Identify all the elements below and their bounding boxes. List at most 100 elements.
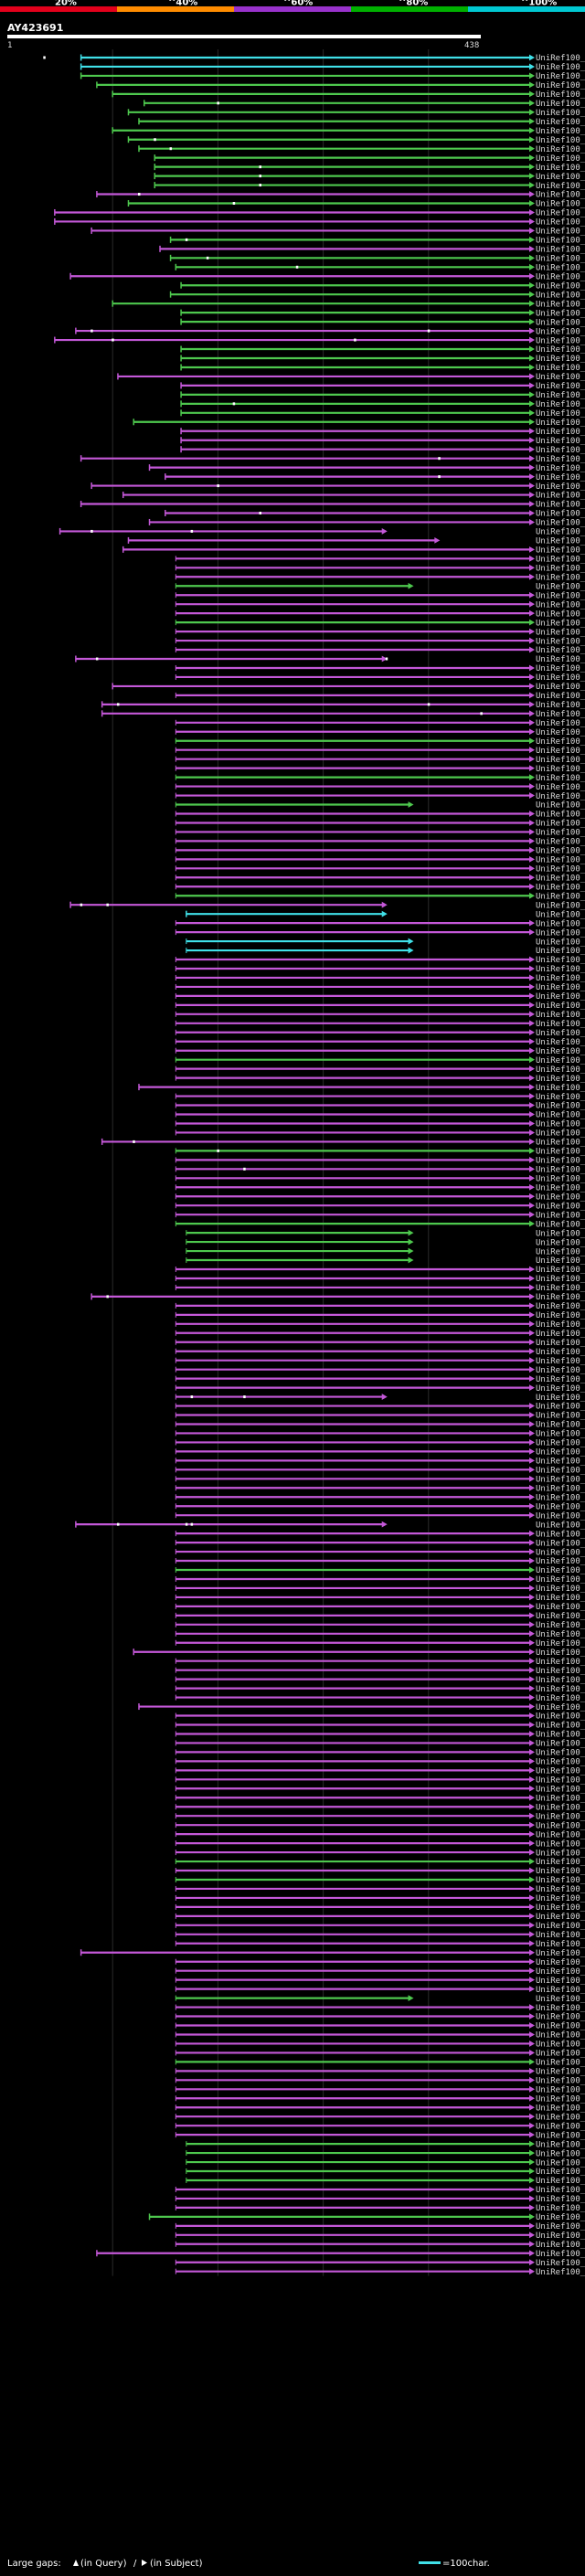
hit-label[interactable]: UniRef100_B6T148 [536,1712,585,1722]
alignment-row[interactable]: UniRef100_A9SRB8 [175,1767,585,1776]
hit-label[interactable]: UniRef100_C5XHV0 [536,272,585,281]
hit-label[interactable]: UniRef100_C6F2P0 [536,1384,585,1394]
alignment-row[interactable]: UniRef100_P59229 [175,1311,585,1320]
hit-label[interactable]: UniRef100_A7PW14 [536,1220,585,1229]
hit-label[interactable]: UniRef100_Q6QN33 [536,1330,585,1339]
alignment-row[interactable]: UniRef100_A9S5U7 [175,783,585,792]
hit-label[interactable]: UniRef100_P25069 [536,1630,585,1639]
alignment-row[interactable]: UniRef100_P27164 [175,1621,585,1630]
hit-label[interactable]: UniRef100_B1NDP3 [536,1421,585,1430]
hit-label[interactable]: UniRef100_B5BX36 [536,1403,585,1412]
hit-label[interactable]: UniRef100_Q93Y48 [536,63,585,72]
hit-label[interactable]: UniRef100_Q6ANS1 [536,1302,585,1311]
hit-label[interactable]: UniRef100_Q9FYK2 [536,327,585,336]
alignment-row[interactable]: UniRef100_Q6YYX3 [186,910,585,919]
hit-label[interactable]: UniRef100_Q0S347 [536,2094,585,2104]
alignment-row[interactable]: UniRef100_B5BX36 [175,1403,585,1412]
hit-label[interactable]: UniRef100_UP1000... [536,2222,585,2231]
hit-label[interactable]: UniRef100_A9RRC0 [536,628,585,637]
alignment-row[interactable]: UniRef100_B3F7N1 [175,1867,585,1876]
alignment-row[interactable]: UniRef100_B1NNT0 [186,2149,585,2158]
hit-label[interactable]: UniRef100_Q5VT76 [536,965,585,974]
alignment-row[interactable]: UniRef100_A5C7W5 [175,1065,585,1075]
hit-label[interactable]: UniRef100_Q9HTG1 [536,892,585,901]
alignment-row[interactable]: UniRef100_A9NR31 [175,1202,585,1211]
alignment-row[interactable]: UniRef100_B1NDM5 [175,2113,585,2122]
hit-label[interactable]: UniRef100_A5AZW0 [536,218,585,228]
hit-label[interactable]: UniRef100_B9FHU2 [536,464,585,473]
alignment-row[interactable]: UniRef100_A9S9L5 [175,1785,585,1794]
hit-label[interactable]: UniRef100_Q4S8T9 [536,655,585,664]
alignment-row[interactable]: UniRef100_C5YHW3 [101,1139,585,1148]
alignment-row[interactable]: UniRef100_B3FE91 [175,1858,585,1867]
hit-label[interactable]: UniRef100_B6TV01 [536,1394,585,1403]
hit-label[interactable]: UniRef100_A9NKW8 [536,1211,585,1220]
hit-label[interactable]: UniRef100_B6T5A4 [536,355,585,364]
hit-label[interactable]: UniRef100_P41041 [536,1275,585,1284]
alignment-row[interactable]: UniRef100_A9SGR6 [148,519,585,528]
hit-label[interactable]: UniRef100_B9SJZ5 [536,373,585,382]
alignment-row[interactable]: UniRef100_C6F938 [180,437,585,446]
hit-label[interactable]: UniRef100_A9XEX0 [536,874,585,883]
alignment-row[interactable]: UniRef100_Q17TS6 [175,992,585,1002]
alignment-row[interactable]: UniRef100_Q5VT76 [175,965,585,974]
hit-label[interactable]: UniRef100_B6SQ31 [536,492,585,501]
alignment-row[interactable]: UniRef100_Q9LNE7 [175,1075,585,1084]
hit-label[interactable]: UniRef100_B4FBV1 [536,1731,585,1740]
hit-label[interactable]: UniRef100_A9TZM3 [536,300,585,309]
alignment-row[interactable]: UniRef100_Q9P8X0 [175,1958,585,1967]
hit-label[interactable]: UniRef100_B9H3D3 [536,255,585,264]
alignment-row[interactable]: UniRef100_Q6S943 [175,263,585,272]
alignment-row[interactable]: UniRef100_B8LNH6 [165,473,585,482]
hit-label[interactable]: UniRef100_A9XEY0 [536,1256,585,1266]
hit-label[interactable]: UniRef100_A9NNU4 [536,1530,585,1539]
alignment-row[interactable]: UniRef100_B9FHU2 [148,464,585,473]
alignment-row[interactable]: UniRef100_UP1000... [90,1293,585,1302]
alignment-row[interactable]: UniRef100_B0WW45 [175,556,585,565]
hit-label[interactable]: UniRef100_B1ND17 [536,847,585,856]
hit-label[interactable]: UniRef100_B9H1D1 [536,281,585,291]
hit-label[interactable]: UniRef100_P27166 [536,1894,585,1903]
alignment-row[interactable]: UniRef100_B3FCS3 [175,1020,585,1029]
alignment-row[interactable]: UniRef100_UP1000... [175,2085,585,2094]
hit-label[interactable]: UniRef100_A5B2S7 [536,100,585,109]
alignment-row[interactable]: UniRef100_B1NNL7 [186,2168,585,2177]
hit-label[interactable]: UniRef100_A2VFZ2 [536,938,585,947]
hit-label[interactable]: UniRef100_B9T538 [536,765,585,774]
hit-label[interactable]: UniRef100_P90058 [536,1676,585,1685]
hit-label[interactable]: UniRef100_B1NDK4 [536,1758,585,1767]
hit-label[interactable]: UniRef100_Q82040 [536,737,585,747]
hit-label[interactable]: UniRef100_Q6QN31 [536,1339,585,1348]
alignment-row[interactable]: UniRef100_B1NHD4 [186,1247,585,1256]
alignment-row[interactable]: UniRef100_B9I2R8 [127,109,585,118]
hit-label[interactable]: UniRef100_C7E360 [536,1238,585,1247]
hit-label[interactable]: UniRef100_A9S8H0 [536,510,585,519]
alignment-row[interactable]: UniRef100_B9RY35 [175,919,585,928]
alignment-row[interactable]: UniRef100_A9PFC7 [175,1794,585,1803]
hit-label[interactable]: UniRef100_P51171 [536,582,585,591]
hit-label[interactable]: UniRef100_Q2HNZ5 [536,145,585,154]
hit-label[interactable]: UniRef100_C5Y416 [536,1967,585,1977]
alignment-row[interactable]: UniRef100_B2CNE1 [175,1412,585,1421]
alignment-row[interactable]: UniRef100_B1NDJ2 [175,1183,585,1193]
alignment-row[interactable]: UniRef100_UP1000... [133,1648,585,1658]
hit-label[interactable]: UniRef100_B1NNL9 [536,2158,585,2168]
hit-label[interactable]: UniRef100_C5Y1C5 [536,400,585,409]
hit-label[interactable]: UniRef100_Q9LDQ9 [536,2241,585,2250]
hit-label[interactable]: UniRef100_A9SHH7 [536,1776,585,1786]
alignment-row[interactable]: UniRef100_B9HHE0 [175,928,585,938]
hit-label[interactable]: UniRef100_A2XNP0 [536,2013,585,2022]
hit-label[interactable]: UniRef100_B3FDF6 [536,1566,585,1575]
alignment-row[interactable]: UniRef100_A5C7N7 [175,1056,585,1065]
hit-label[interactable]: UniRef100_B6U6F8 [536,2104,585,2113]
alignment-row[interactable]: UniRef100_Q9ZTV3 [175,2231,585,2241]
hit-label[interactable]: UniRef100_B2CNE1 [536,1412,585,1421]
hit-label[interactable]: UniRef100_P25854 [536,2204,585,2213]
hit-label[interactable]: UniRef100_A5C7N7 [536,1056,585,1065]
alignment-row[interactable]: UniRef100_UP1000... [175,591,585,600]
hit-label[interactable]: UniRef100_A9PCR6 [536,2122,585,2131]
alignment-row[interactable]: UniRef100_A2VFZ2 [186,938,585,947]
alignment-row[interactable]: UniRef100_B1NDM6 [175,1430,585,1439]
hit-label[interactable]: UniRef100_B1N0N0 [536,610,585,619]
alignment-row[interactable]: UniRef100_A9SHH7 [175,1776,585,1786]
